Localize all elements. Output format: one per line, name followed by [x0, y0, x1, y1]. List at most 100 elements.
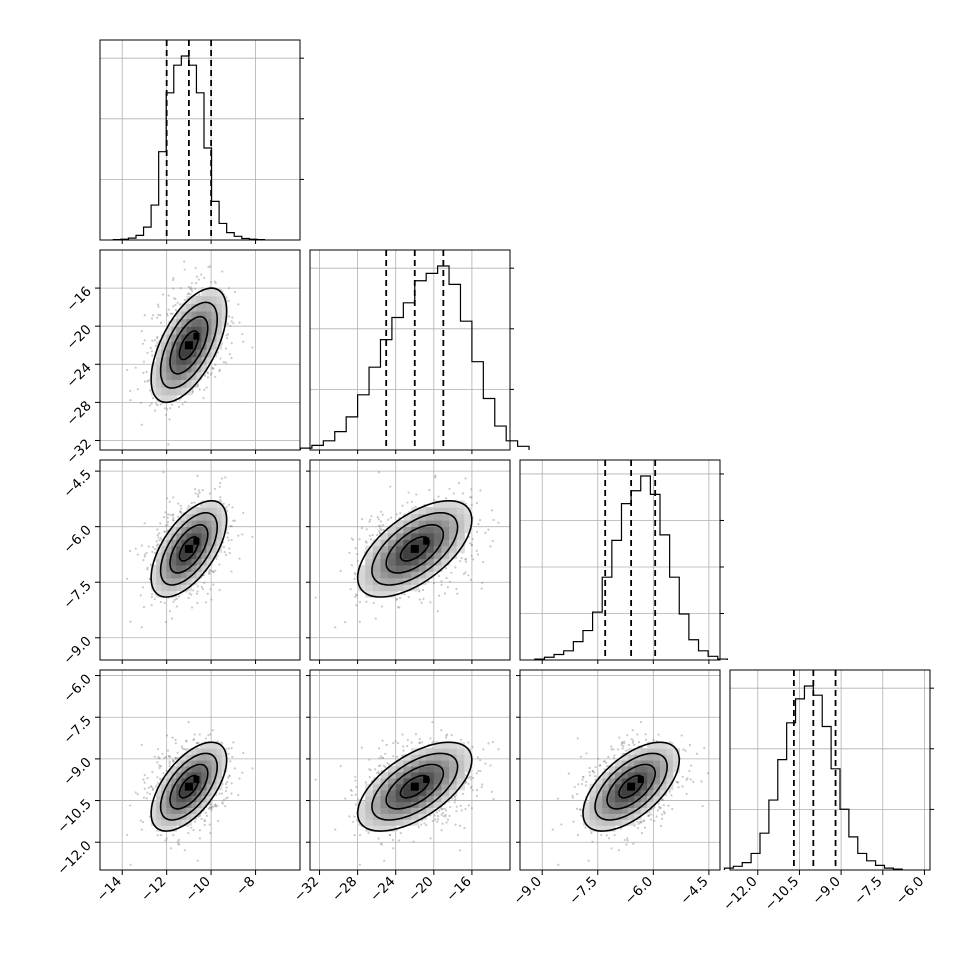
sample-point: [361, 517, 364, 521]
sample-point: [349, 588, 352, 591]
sample-point: [139, 594, 142, 597]
density-cell: [171, 825, 177, 832]
sample-point: [196, 474, 199, 477]
sample-point: [176, 301, 179, 304]
density-cell: [216, 513, 223, 521]
density-cell: [161, 356, 167, 365]
sample-point: [134, 366, 137, 369]
sample-point: [440, 808, 443, 811]
density-cell: [410, 558, 420, 566]
sample-point: [217, 819, 220, 823]
density-cell: [156, 825, 162, 832]
sample-point: [224, 782, 228, 786]
sample-point: [191, 390, 194, 393]
sample-point: [228, 315, 231, 318]
sample-point: [418, 741, 422, 744]
sample-point: [443, 592, 447, 595]
panel-body: [126, 471, 254, 629]
sample-point: [199, 745, 202, 748]
sample-point: [165, 755, 168, 759]
sample-point: [153, 597, 156, 601]
density-cell: [206, 532, 213, 540]
sample-point: [203, 820, 206, 823]
sample-point: [487, 528, 490, 531]
sample-point: [164, 524, 167, 527]
density-cell: [166, 371, 172, 381]
sample-point: [171, 759, 175, 762]
sample-point: [470, 554, 473, 557]
sample-point: [219, 496, 222, 499]
sample-point: [179, 287, 182, 290]
sample-point: [227, 752, 230, 756]
sample-point: [168, 755, 171, 758]
density-panel-p0-p1: [99, 249, 301, 451]
sample-point: [469, 775, 472, 778]
sample-point: [437, 594, 441, 597]
density-cell: [372, 571, 382, 579]
density-cell: [186, 513, 193, 521]
contour-level: [169, 763, 209, 810]
sample-point: [227, 503, 231, 506]
density-cell: [216, 526, 223, 534]
sample-point: [136, 553, 139, 556]
density-cell: [365, 584, 374, 592]
density-cell: [191, 295, 198, 304]
density-cell: [456, 520, 465, 528]
density-peak: [184, 341, 193, 350]
sample-point: [143, 555, 146, 558]
sample-point: [151, 397, 155, 400]
density-cell: [388, 590, 397, 598]
sample-point: [153, 409, 157, 412]
sample-point: [443, 807, 446, 810]
density-cell: [151, 807, 157, 814]
density-cell: [216, 777, 223, 785]
sample-point: [151, 770, 154, 774]
sample-point: [428, 489, 431, 492]
density-cell: [161, 539, 167, 547]
sample-point: [445, 497, 448, 500]
density-cell: [433, 532, 443, 540]
sample-point: [158, 538, 161, 542]
density-cell: [166, 825, 172, 832]
density-cell: [181, 807, 187, 814]
density-cell: [201, 532, 208, 540]
sample-point: [437, 809, 441, 812]
sample-point: [445, 576, 448, 580]
density-cell: [176, 532, 182, 540]
sample-point: [455, 805, 458, 808]
sample-point: [163, 601, 166, 604]
sample-point: [395, 598, 398, 601]
sample-point: [422, 597, 425, 600]
sample-point: [193, 733, 196, 736]
sample-point: [446, 586, 450, 589]
sample-point: [156, 761, 159, 764]
sample-point: [477, 769, 480, 772]
density-cell: [166, 771, 172, 779]
sample-point: [397, 605, 400, 609]
density-cell: [181, 564, 187, 572]
sample-point: [156, 303, 160, 306]
sample-point: [464, 477, 467, 480]
sample-point: [242, 751, 245, 755]
sample-point: [171, 736, 174, 739]
sample-point: [208, 568, 212, 572]
sample-point: [459, 849, 462, 852]
sample-point: [183, 298, 186, 301]
density-cell: [456, 526, 465, 534]
density-cell: [201, 349, 208, 358]
density-cell: [403, 564, 412, 572]
sample-point: [216, 740, 219, 743]
density-cell: [176, 520, 182, 528]
sample-point: [364, 781, 367, 784]
sample-point: [206, 592, 209, 595]
panel-body: [314, 471, 500, 629]
sample-point: [148, 389, 152, 392]
sample-point: [464, 557, 467, 561]
sample-point: [212, 571, 215, 574]
sample-point: [464, 560, 468, 563]
density-cell: [186, 807, 193, 814]
sample-point: [180, 507, 183, 510]
density-cell: [372, 584, 382, 592]
sample-point: [159, 765, 163, 768]
sample-point: [204, 601, 208, 604]
